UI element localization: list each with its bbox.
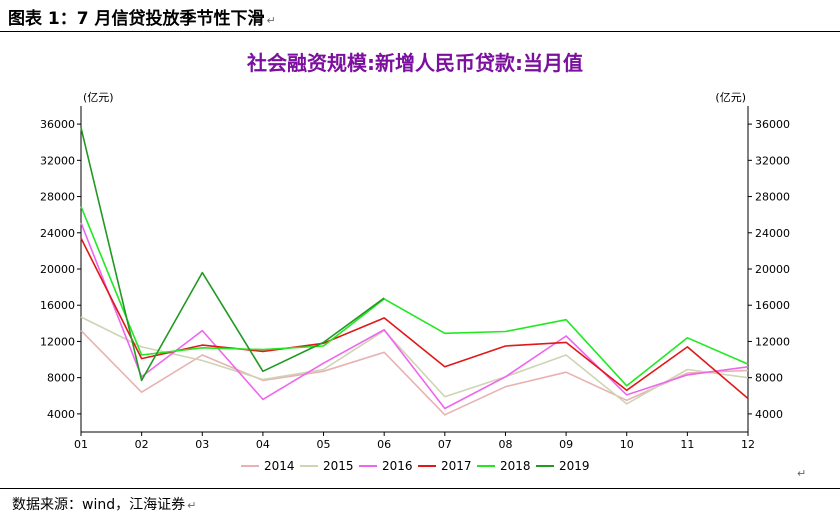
y-tick-label-left: 8000 — [47, 372, 75, 385]
y-tick-label-left: 4000 — [47, 408, 75, 421]
x-tick-label: 08 — [498, 438, 512, 451]
x-tick-label: 12 — [741, 438, 755, 451]
series-line-2018 — [80, 206, 749, 387]
y-tick-label-right: 36000 — [755, 118, 790, 131]
y-tick-label-right: 24000 — [755, 227, 790, 240]
y-tick-label-right: 4000 — [755, 408, 783, 421]
line-chart: 社会融资规模:新增人民币贷款:当月值 (亿元) (亿元) 4000 4000 8000 8… — [40, 51, 790, 473]
x-tick-label: 09 — [559, 438, 573, 451]
y-tick-label-right: 28000 — [755, 191, 790, 204]
y-tick-label-left: 24000 — [40, 227, 75, 240]
series-line-2019 — [80, 127, 385, 382]
chart-legend: 2014 2015 2016 2017 2018 2019 — [241, 459, 590, 473]
x-tick-label: 03 — [195, 438, 209, 451]
y-tick-label-right: 12000 — [755, 335, 790, 348]
legend-label-2014: 2014 — [264, 459, 295, 473]
source-text: 数据来源：wind，江海证券 — [12, 497, 186, 513]
y-tick-label-right: 8000 — [755, 372, 783, 385]
series-line-2015 — [80, 316, 749, 405]
y-axis-left-unit: (亿元) — [83, 91, 114, 104]
series-line-2017 — [80, 237, 749, 400]
x-tick-label: 06 — [377, 438, 391, 451]
legend-label-2018: 2018 — [500, 459, 531, 473]
y-tick-label-right: 16000 — [755, 299, 790, 312]
return-mark-icon: ↵ — [266, 14, 276, 27]
series-line-2014 — [80, 330, 749, 416]
legend-label-2015: 2015 — [323, 459, 354, 473]
x-tick-label: 10 — [620, 438, 634, 451]
return-mark-icon: ↵ — [187, 499, 197, 512]
legend-label-2019: 2019 — [559, 459, 590, 473]
y-tick-label-left: 20000 — [40, 263, 75, 276]
y-tick-label-left: 36000 — [40, 118, 75, 131]
x-tick-label: 07 — [438, 438, 452, 451]
return-mark-icon: ↵ — [797, 467, 807, 480]
legend-label-2017: 2017 — [441, 459, 472, 473]
x-tick-label: 05 — [317, 438, 331, 451]
x-tick-label: 02 — [135, 438, 149, 451]
y-tick-label-left: 32000 — [40, 154, 75, 167]
figure-title-text: 图表 1：7 月信贷投放季节性下滑 — [8, 9, 265, 29]
bottom-rule — [0, 488, 840, 489]
x-tick-label: 11 — [680, 438, 694, 451]
chart-title: 社会融资规模:新增人民币贷款:当月值 — [246, 51, 583, 75]
x-tick-label: 01 — [74, 438, 88, 451]
y-axis-right-unit: (亿元) — [715, 91, 746, 104]
source-note: 数据来源：wind，江海证券 ↵ — [12, 494, 196, 514]
series-line-2016 — [80, 222, 749, 410]
y-tick-label-left: 28000 — [40, 191, 75, 204]
x-tick-label: 04 — [256, 438, 270, 451]
y-tick-label-right: 20000 — [755, 263, 790, 276]
chart-series — [80, 127, 749, 416]
figure-title: 图表 1：7 月信贷投放季节性下滑 ↵ — [8, 4, 276, 29]
y-tick-label-right: 32000 — [755, 154, 790, 167]
y-tick-label-left: 12000 — [40, 335, 75, 348]
y-tick-label-left: 16000 — [40, 299, 75, 312]
legend-label-2016: 2016 — [382, 459, 413, 473]
top-rule — [0, 31, 840, 32]
chart-axes: (亿元) (亿元) 4000 4000 8000 8000 12000 12000 16000 1… — [40, 91, 790, 451]
